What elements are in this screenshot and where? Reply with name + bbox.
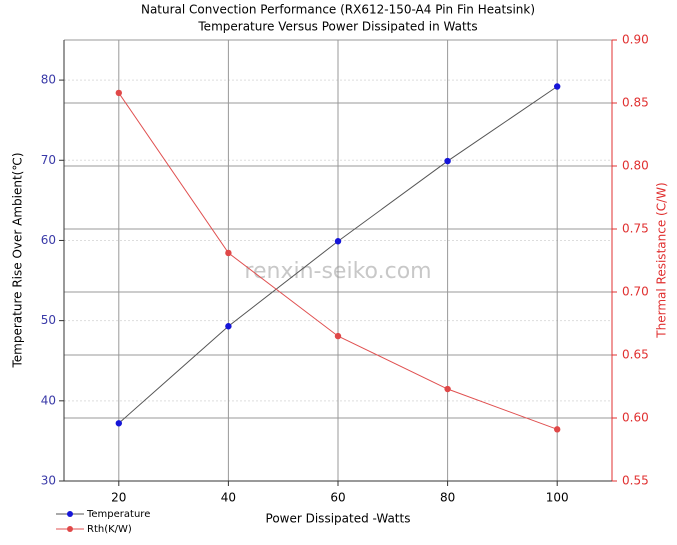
data-point xyxy=(554,83,561,90)
data-point xyxy=(554,426,561,433)
data-point xyxy=(115,420,123,427)
legend-label: Rth(K/W) xyxy=(87,524,132,535)
x-tick-label: 60 xyxy=(330,491,345,505)
data-point xyxy=(225,249,232,257)
y2-tick-label: 0.70 xyxy=(622,285,649,299)
x-tick-label: 20 xyxy=(111,491,126,505)
y-tick-label: 60 xyxy=(41,233,56,247)
y2-tick-label: 0.55 xyxy=(622,474,649,488)
x-axis-label: Power Dissipated -Watts xyxy=(266,512,411,526)
y-tick-label: 70 xyxy=(41,153,56,167)
y-tick-label: 30 xyxy=(41,474,56,488)
data-point xyxy=(334,332,342,340)
y2-axis-label: Thermal Resistance (C/W) xyxy=(655,182,669,338)
x-tick-label: 100 xyxy=(546,491,569,505)
data-point xyxy=(115,89,123,97)
y2-tick-label: 0.75 xyxy=(622,222,649,236)
x-tick-label: 40 xyxy=(221,491,236,505)
chart-subtitle: Temperature Versus Power Dissipated in W… xyxy=(197,20,477,34)
legend-label: Temperature xyxy=(86,509,150,520)
y2-tick-label: 0.60 xyxy=(622,411,649,425)
legend-marker xyxy=(67,526,73,532)
y-tick-label: 80 xyxy=(41,73,56,87)
y-axis-label: Temperature Rise Over Ambient(℃) xyxy=(11,152,25,368)
data-point xyxy=(444,157,451,165)
y2-tick-label: 0.85 xyxy=(622,96,649,110)
y2-tick-label: 0.80 xyxy=(622,159,649,173)
y-tick-label: 50 xyxy=(41,313,56,327)
chart-title: Natural Convection Performance (RX612-15… xyxy=(141,3,535,17)
legend-marker xyxy=(67,511,73,517)
y-tick-label: 40 xyxy=(41,393,56,407)
data-point xyxy=(444,385,451,393)
y2-tick-label: 0.65 xyxy=(622,348,649,362)
data-point xyxy=(334,238,342,245)
x-tick-label: 80 xyxy=(440,491,455,505)
data-point xyxy=(225,323,232,330)
y2-tick-label: 0.90 xyxy=(622,33,649,47)
